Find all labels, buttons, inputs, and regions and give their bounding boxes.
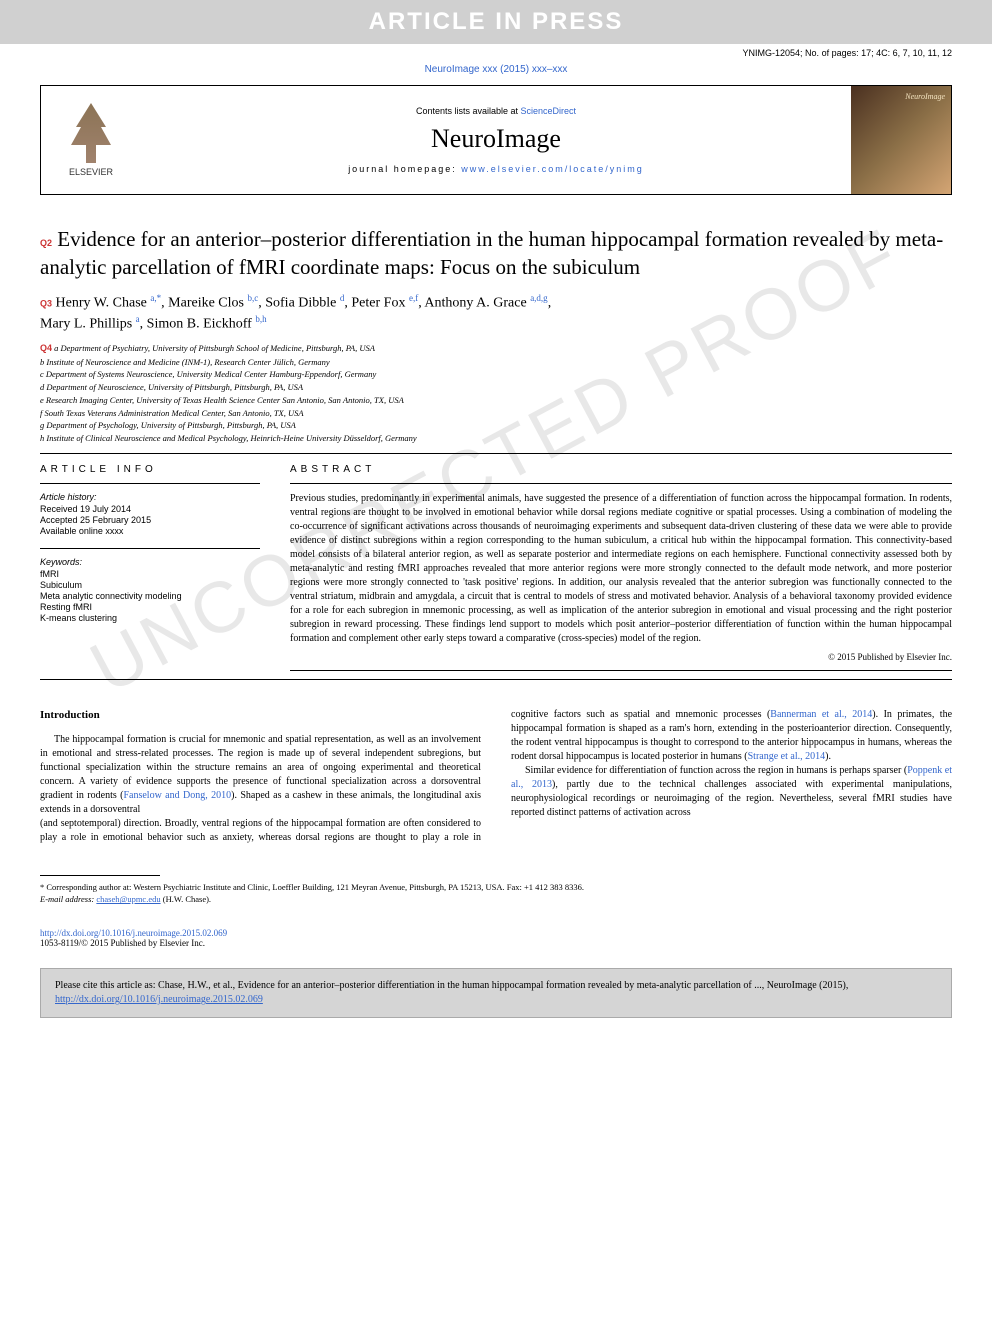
homepage-prefix: journal homepage: xyxy=(348,164,461,174)
affiliation-d: d Department of Neuroscience, University… xyxy=(40,382,303,392)
contents-available-line: Contents lists available at ScienceDirec… xyxy=(416,106,576,116)
title-text: Evidence for an anterior–posterior diffe… xyxy=(40,227,943,279)
q2-badge: Q2 xyxy=(40,238,52,248)
citation-box: Please cite this article as: Chase, H.W.… xyxy=(40,968,952,1018)
cover-label: NeuroImage xyxy=(905,92,945,101)
document-info: YNIMG-12054; No. of pages: 17; 4C: 6, 7,… xyxy=(0,44,992,60)
email-link[interactable]: chaseh@upmc.edu xyxy=(96,894,160,904)
divider xyxy=(290,483,952,484)
email-label: E-mail address: xyxy=(40,894,96,904)
corresponding-author-footnote: * Corresponding author at: Western Psych… xyxy=(40,882,952,894)
journal-reference: NeuroImage xxx (2015) xxx–xxx xyxy=(0,60,992,85)
history-received: Received 19 July 2014 xyxy=(40,504,260,514)
author-1-affil: a,* xyxy=(150,293,161,303)
doi-link[interactable]: http://dx.doi.org/10.1016/j.neuroimage.2… xyxy=(40,928,227,938)
article-title: Q2 Evidence for an anterior–posterior di… xyxy=(40,225,952,282)
journal-cover-thumb: NeuroImage xyxy=(851,86,951,194)
divider xyxy=(40,453,952,454)
intro-p2c-text: ). xyxy=(825,751,831,762)
divider xyxy=(40,483,260,484)
q3-badge: Q3 xyxy=(40,298,52,308)
issn-line: 1053-8119/© 2015 Published by Elsevier I… xyxy=(40,938,205,948)
reference-strange[interactable]: Strange et al., 2014 xyxy=(748,751,825,762)
intro-p3a-text: Similar evidence for differentiation of … xyxy=(525,765,907,776)
divider xyxy=(290,670,952,671)
article-in-press-banner: ARTICLE IN PRESS xyxy=(0,0,992,44)
copyright-line: © 2015 Published by Elsevier Inc. xyxy=(290,652,952,662)
abstract-column: ABSTRACT Previous studies, predominantly… xyxy=(290,464,952,679)
reference-bannerman[interactable]: Bannerman et al., 2014 xyxy=(770,709,872,720)
footnotes-block: * Corresponding author at: Western Psych… xyxy=(0,882,992,916)
contents-prefix: Contents lists available at xyxy=(416,106,521,116)
author-2-affil: b,c xyxy=(247,293,258,303)
keyword-3: Meta analytic connectivity modeling xyxy=(40,591,260,601)
elsevier-tree-icon xyxy=(66,103,116,163)
author-7: , Simon B. Eickhoff xyxy=(140,317,256,332)
divider xyxy=(40,679,952,680)
affiliation-b: b Institute of Neuroscience and Medicine… xyxy=(40,357,330,367)
abstract-heading: ABSTRACT xyxy=(290,464,952,475)
keyword-4: Resting fMRI xyxy=(40,602,260,612)
author-2: , Mareike Clos xyxy=(161,295,247,310)
doi-block: http://dx.doi.org/10.1016/j.neuroimage.2… xyxy=(0,916,992,958)
intro-p3b-text: ), partly due to the technical challenge… xyxy=(511,779,952,818)
cite-doi-link[interactable]: http://dx.doi.org/10.1016/j.neuroimage.2… xyxy=(55,994,263,1005)
body-two-column: Introduction The hippocampal formation i… xyxy=(40,708,952,845)
cite-text: Please cite this article as: Chase, H.W.… xyxy=(55,980,848,991)
author-6: Mary L. Phillips xyxy=(40,317,136,332)
keyword-5: K-means clustering xyxy=(40,613,260,623)
affiliation-e: e Research Imaging Center, University of… xyxy=(40,395,404,405)
footnote-separator xyxy=(40,875,160,876)
keyword-2: Subiculum xyxy=(40,580,260,590)
keyword-1: fMRI xyxy=(40,569,260,579)
affiliation-f: f South Texas Veterans Administration Me… xyxy=(40,408,304,418)
email-suffix: (H.W. Chase). xyxy=(161,894,211,904)
q4-badge: Q4 xyxy=(40,343,52,353)
abstract-text: Previous studies, predominantly in exper… xyxy=(290,492,952,646)
divider xyxy=(40,548,260,549)
article-info-column: ARTICLE INFO Article history: Received 1… xyxy=(40,464,260,679)
introduction-heading: Introduction xyxy=(40,708,481,723)
homepage-link[interactable]: www.elsevier.com/locate/ynimg xyxy=(461,164,644,174)
intro-paragraph-1: The hippocampal formation is crucial for… xyxy=(40,733,481,817)
journal-header-box: ELSEVIER Contents lists available at Sci… xyxy=(40,85,952,195)
author-3: , Sofia Dibble xyxy=(258,295,340,310)
affiliation-a: a Department of Psychiatry, University o… xyxy=(54,343,375,353)
author-5: , Anthony A. Grace xyxy=(418,295,530,310)
intro-paragraph-3: Similar evidence for differentiation of … xyxy=(511,764,952,820)
journal-name: NeuroImage xyxy=(431,124,561,154)
author-4: , Peter Fox xyxy=(344,295,409,310)
history-label: Article history: xyxy=(40,492,260,502)
authors-line: Q3 Henry W. Chase a,*, Mareike Clos b,c,… xyxy=(40,292,952,335)
author-4-affil: e,f xyxy=(409,293,418,303)
email-footnote: E-mail address: chaseh@upmc.edu (H.W. Ch… xyxy=(40,894,952,906)
header-center: Contents lists available at ScienceDirec… xyxy=(141,86,851,194)
reference-fanselow[interactable]: Fanselow and Dong, 2010 xyxy=(123,790,231,801)
affiliation-c: c Department of Systems Neuroscience, Un… xyxy=(40,369,376,379)
homepage-line: journal homepage: www.elsevier.com/locat… xyxy=(348,164,644,174)
affiliation-h: h Institute of Clinical Neuroscience and… xyxy=(40,433,417,443)
author-7-affil: b,h xyxy=(255,314,266,324)
history-online: Available online xxxx xyxy=(40,526,260,536)
author-1: Henry W. Chase xyxy=(56,295,151,310)
publisher-name: ELSEVIER xyxy=(69,167,113,177)
author-5-affil: a,d,g xyxy=(530,293,548,303)
article-info-heading: ARTICLE INFO xyxy=(40,464,260,475)
affiliation-g: g Department of Psychology, University o… xyxy=(40,420,296,430)
keywords-label: Keywords: xyxy=(40,557,260,567)
sciencedirect-link[interactable]: ScienceDirect xyxy=(521,106,577,116)
publisher-logo-block: ELSEVIER xyxy=(41,86,141,194)
author-sep: , xyxy=(548,295,552,310)
history-accepted: Accepted 25 February 2015 xyxy=(40,515,260,525)
affiliations-block: Q4 a Department of Psychiatry, Universit… xyxy=(40,342,952,445)
